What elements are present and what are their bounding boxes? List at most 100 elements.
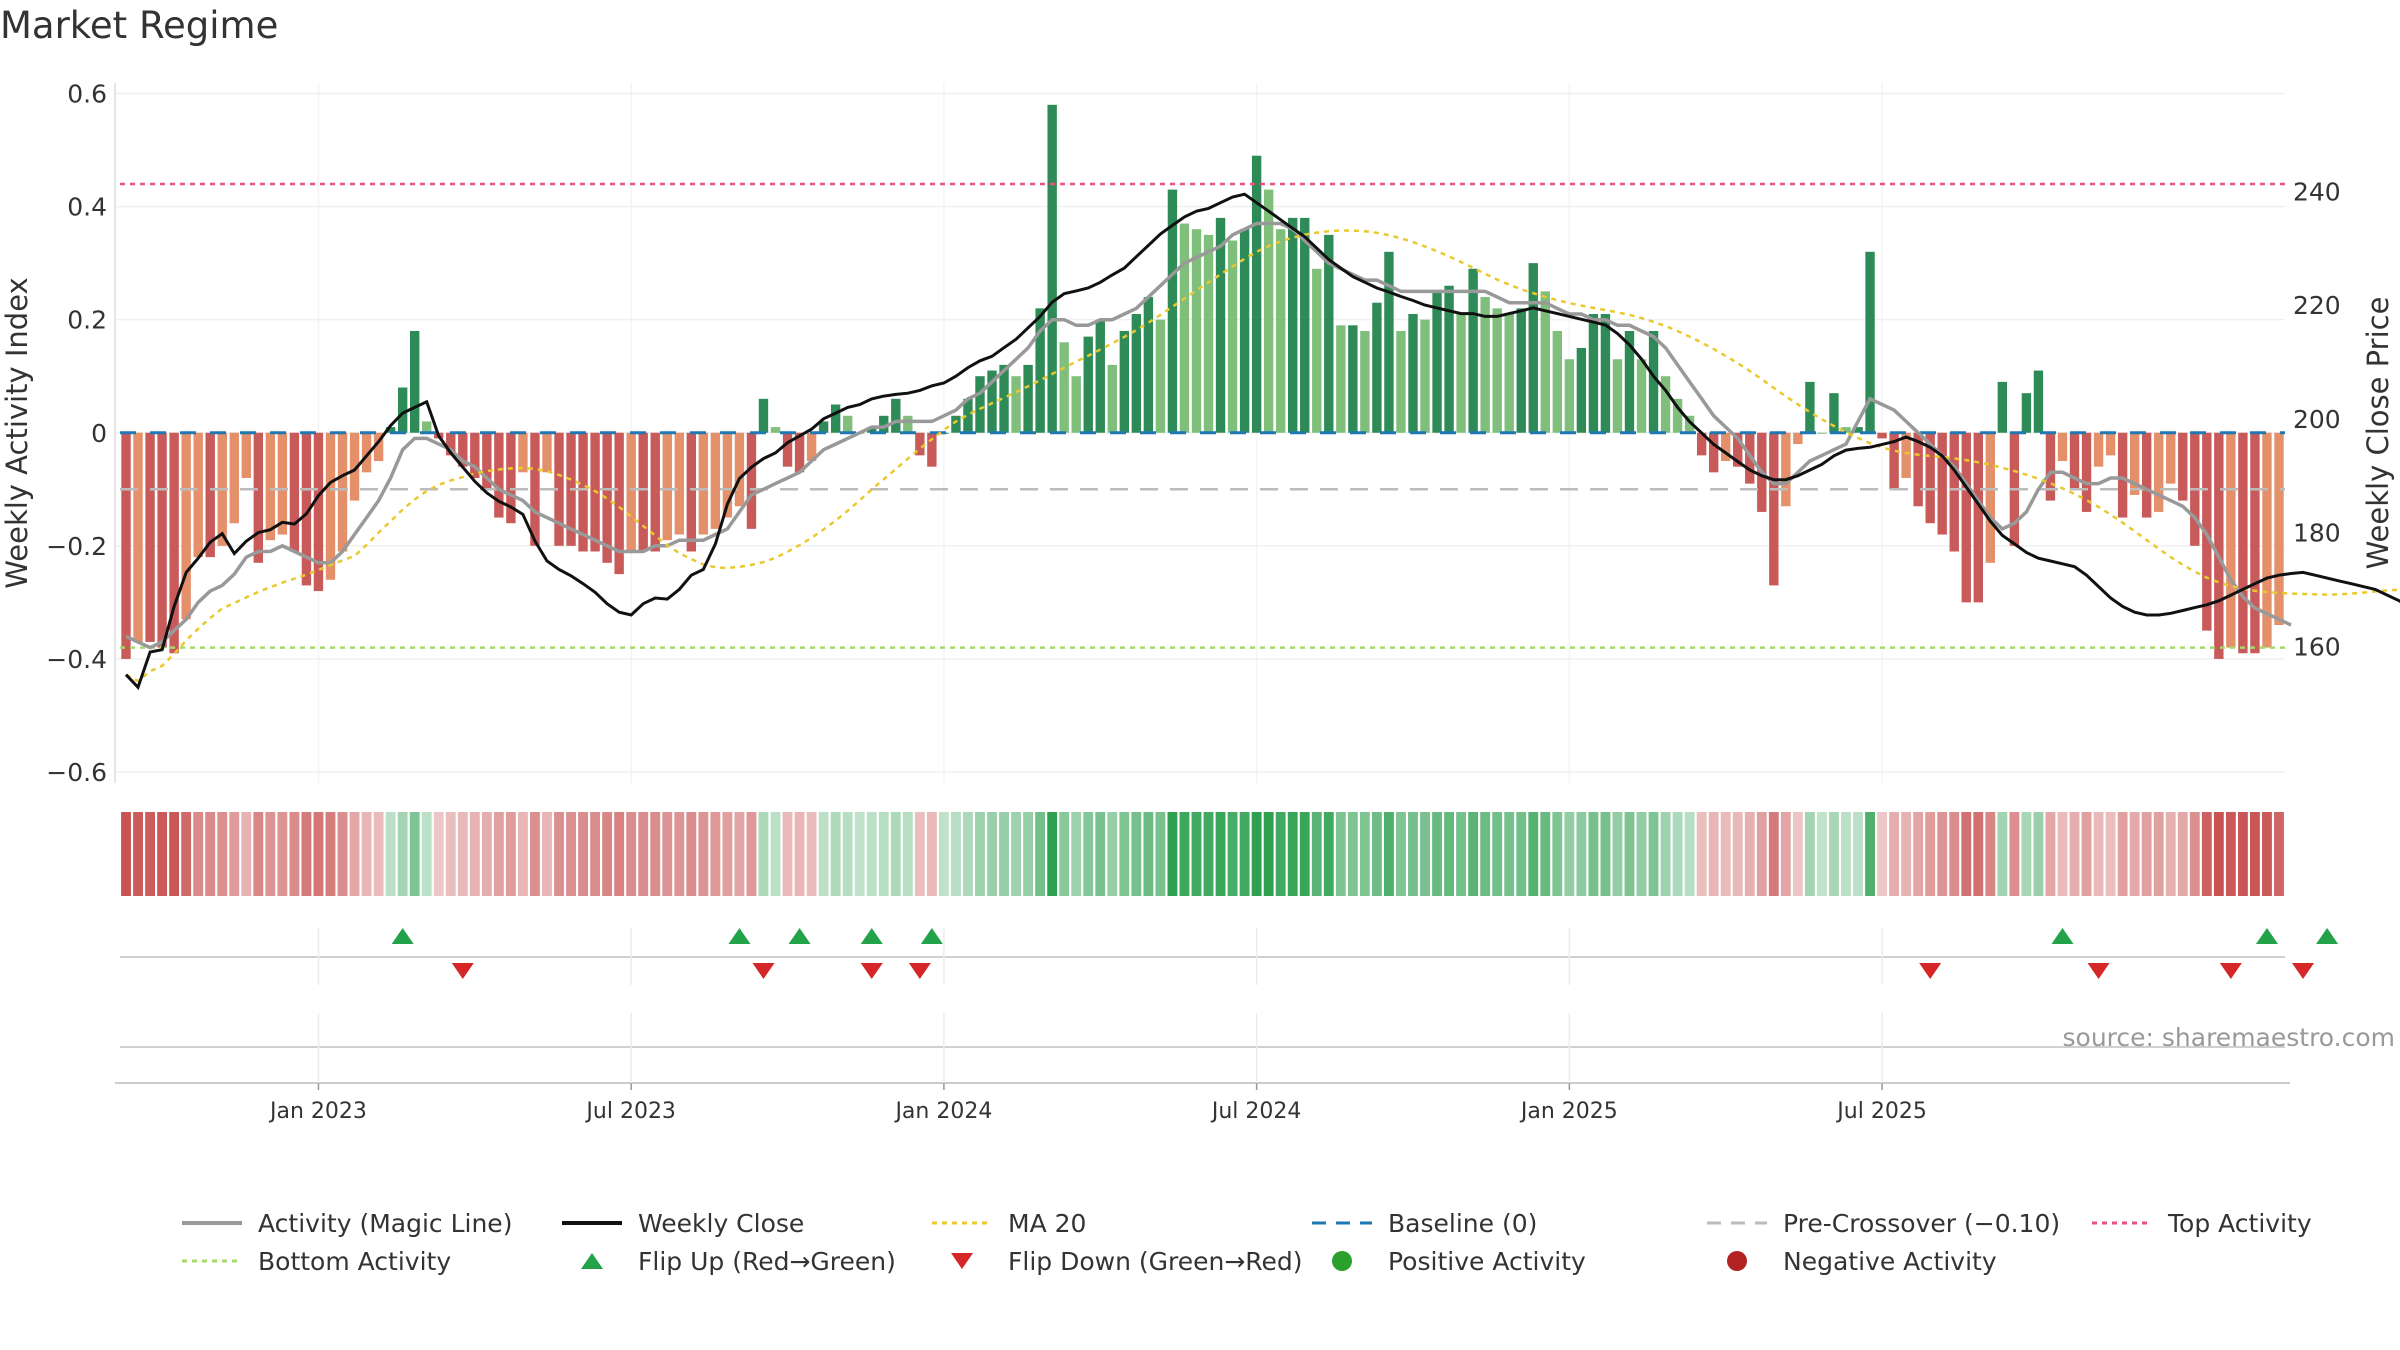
legend-marker — [1332, 1251, 1352, 1271]
regime-cell — [866, 812, 877, 896]
activity-bar — [1552, 330, 1563, 433]
regime-cell — [1564, 812, 1575, 896]
regime-cell — [1780, 812, 1791, 896]
regime-cell — [2249, 812, 2260, 896]
flip-up-marker — [920, 928, 943, 944]
activity-bar — [842, 415, 853, 433]
regime-cell — [2093, 812, 2104, 896]
regime-cell — [890, 812, 901, 896]
regime-cell — [1889, 812, 1900, 896]
regime-cell — [1420, 812, 1430, 896]
right-axis-label: Weekly Close Price — [2361, 297, 2395, 570]
activity-bar — [1516, 308, 1526, 433]
regime-cell — [469, 812, 480, 896]
activity-bar — [1624, 330, 1635, 433]
regime-cell — [710, 812, 721, 896]
legend-item: Flip Up (Red→Green) — [560, 1243, 896, 1279]
main-panel: 0.6 0.4 0.2 0 −0.2 −0.4 −0.6 240 220 200 180 160 W… — [0, 80, 2400, 787]
regime-cell — [1901, 812, 1912, 896]
regime-cell — [1961, 812, 1972, 896]
regime-cell — [1359, 812, 1370, 896]
triangle-down-icon — [951, 1253, 973, 1269]
regime-cell — [217, 812, 228, 896]
regime-cell — [1047, 812, 1058, 896]
activity-bar — [963, 398, 973, 433]
activity-bar — [2129, 432, 2140, 495]
regime-cell — [2081, 812, 2092, 896]
reference-lines — [120, 182, 2285, 649]
left-tick-label: 0.4 — [67, 193, 107, 222]
activity-bar — [638, 432, 648, 552]
activity-bar — [2033, 370, 2044, 433]
regime-cell — [1287, 812, 1298, 896]
x-tick-label: Jan 2024 — [893, 1099, 992, 1124]
regime-cell — [1841, 812, 1851, 896]
regime-cell — [1107, 812, 1118, 896]
regime-cell — [505, 812, 516, 896]
activity-bar — [879, 415, 889, 433]
legend-item: Activity (Magic Line) — [180, 1205, 512, 1241]
regime-cell — [313, 812, 324, 896]
regime-cell — [650, 812, 661, 896]
right-tick-label: 240 — [2293, 177, 2341, 206]
regime-cell — [1143, 812, 1154, 896]
activity-bar — [891, 398, 901, 433]
regime-cell — [2057, 812, 2068, 896]
regime-cell — [2262, 812, 2272, 896]
regime-cell — [770, 812, 781, 896]
activity-bar — [710, 432, 721, 529]
regime-cell — [1744, 812, 1755, 896]
x-tick-label: Jul 2025 — [1835, 1099, 1927, 1124]
activity-bar — [782, 432, 793, 467]
regime-cell — [698, 812, 709, 896]
activity-bar — [1817, 432, 1827, 434]
activity-bar — [602, 432, 612, 563]
activity-bar — [1191, 229, 1202, 433]
regime-cell — [1997, 812, 2008, 896]
activity-bar — [1985, 432, 1996, 563]
regime-cell — [746, 812, 757, 896]
left-tick-label: 0.2 — [67, 306, 107, 335]
ma20-line — [125, 229, 2400, 683]
activity-bar — [313, 432, 324, 592]
activity-bar — [373, 432, 384, 462]
regime-cell — [722, 812, 733, 896]
regime-cell — [1408, 812, 1418, 896]
activity-bar — [686, 432, 697, 552]
regime-cell — [794, 812, 805, 896]
activity-bar — [1059, 342, 1069, 433]
x-tick-label: Jan 2025 — [1519, 1099, 1618, 1124]
activity-bar — [121, 432, 131, 659]
regime-cell — [1720, 812, 1731, 896]
regime-cell — [433, 812, 444, 896]
regime-cell — [1468, 812, 1479, 896]
left-tick-label: −0.2 — [46, 532, 107, 561]
activity-bar — [1937, 432, 1947, 535]
activity-bar — [1071, 376, 1081, 433]
activity-bar — [770, 427, 781, 433]
regime-cell — [445, 812, 456, 896]
chart-title: Market Regime — [0, 4, 278, 47]
activity-bar — [1949, 432, 1959, 552]
activity-bar — [1372, 302, 1382, 433]
flip-up-marker — [728, 928, 751, 944]
flip-up-marker — [860, 928, 883, 944]
circle-icon — [1332, 1251, 1352, 1271]
activity-bar — [1239, 229, 1250, 433]
activity-bar — [277, 432, 288, 535]
regime-cell — [590, 812, 601, 896]
activity-bar — [999, 364, 1009, 433]
right-tick-label: 180 — [2293, 519, 2341, 548]
regime-cell — [133, 812, 143, 896]
regime-cell — [1937, 812, 1948, 896]
legend-item: Negative Activity — [1705, 1243, 1997, 1279]
legend-marker — [581, 1253, 603, 1269]
flip-up-marker — [788, 928, 811, 944]
activity-bar — [2166, 432, 2176, 484]
activity-bar — [2238, 432, 2248, 654]
regime-cell — [1011, 812, 1022, 896]
regime-cell — [758, 812, 769, 896]
activity-bar — [1083, 336, 1093, 433]
activity-bar — [1865, 251, 1875, 433]
regime-cell — [602, 812, 613, 896]
